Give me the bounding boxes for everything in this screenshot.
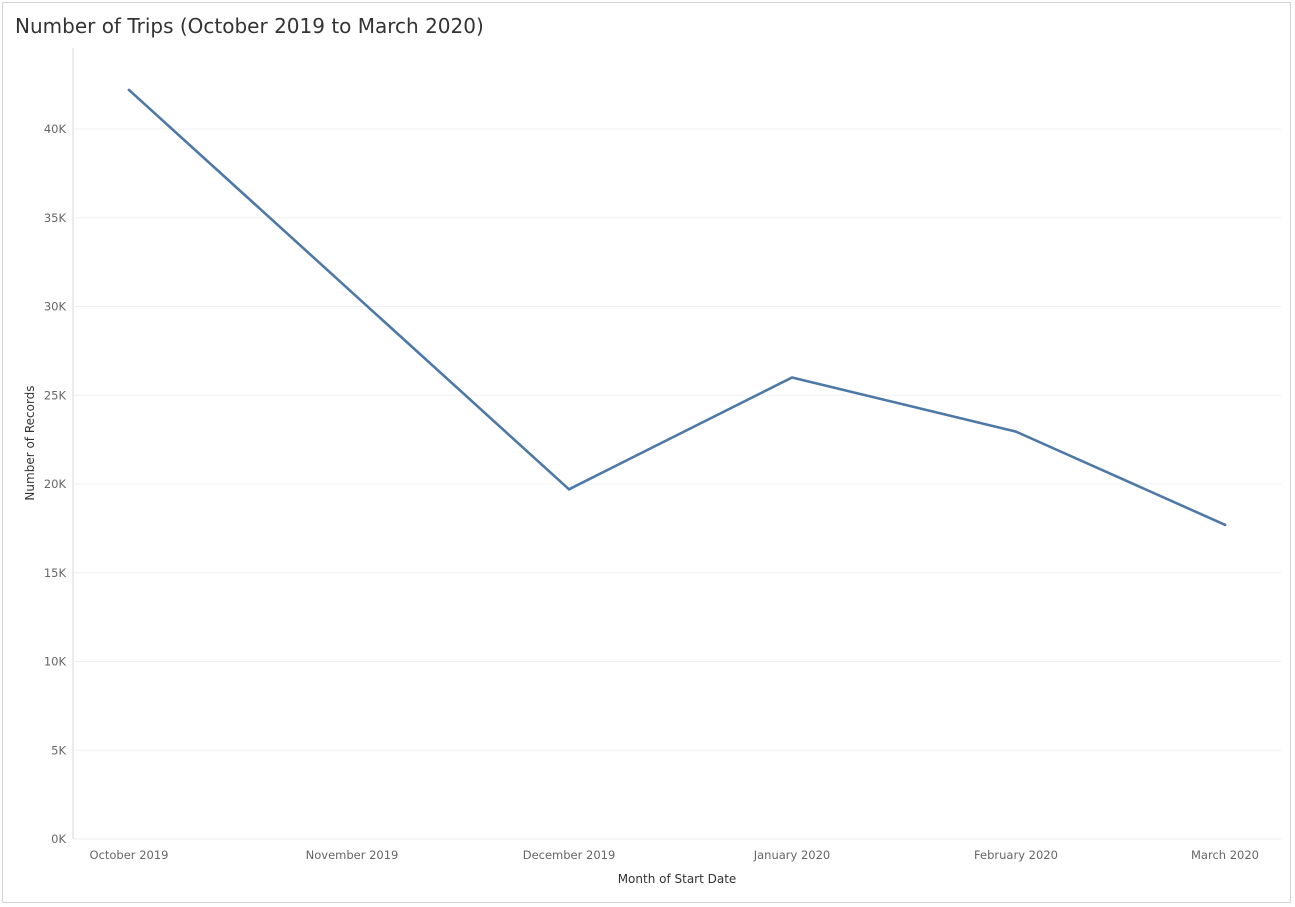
y-tick-label: 10K [44, 655, 67, 669]
y-tick-label: 15K [44, 566, 67, 580]
chart-title: Number of Trips (October 2019 to March 2… [15, 14, 484, 38]
x-tick-label: January 2020 [753, 848, 831, 862]
x-tick-label: November 2019 [306, 848, 399, 862]
y-axis-ticks: 0K 5K 10K 15K 20K 25K 30K 35K 40K [44, 122, 67, 846]
axes [72, 48, 1281, 840]
y-axis-title: Number of Records [23, 385, 37, 500]
series-layer [127, 88, 1227, 527]
y-tick-label: 20K [44, 477, 67, 491]
x-tick-label: October 2019 [90, 848, 169, 862]
x-axis-title: Month of Start Date [618, 872, 737, 886]
data-point [1223, 523, 1227, 527]
series-line [127, 88, 1227, 527]
gridlines [74, 128, 1281, 751]
y-tick-label: 40K [44, 122, 67, 136]
data-point [1014, 430, 1018, 433]
x-axis-ticks: October 2019 November 2019 December 2019 Ja… [90, 848, 1259, 862]
y-tick-label: 5K [51, 743, 66, 757]
x-tick-label: March 2020 [1191, 848, 1259, 862]
y-tick-label: 0K [51, 832, 66, 846]
data-point [790, 376, 794, 379]
x-tick-label: December 2019 [523, 848, 616, 862]
data-point [127, 88, 131, 92]
data-point [567, 488, 571, 491]
y-tick-label: 35K [44, 211, 67, 225]
y-tick-label: 25K [44, 388, 67, 402]
x-tick-label: February 2020 [974, 848, 1058, 862]
y-tick-label: 30K [44, 300, 67, 314]
